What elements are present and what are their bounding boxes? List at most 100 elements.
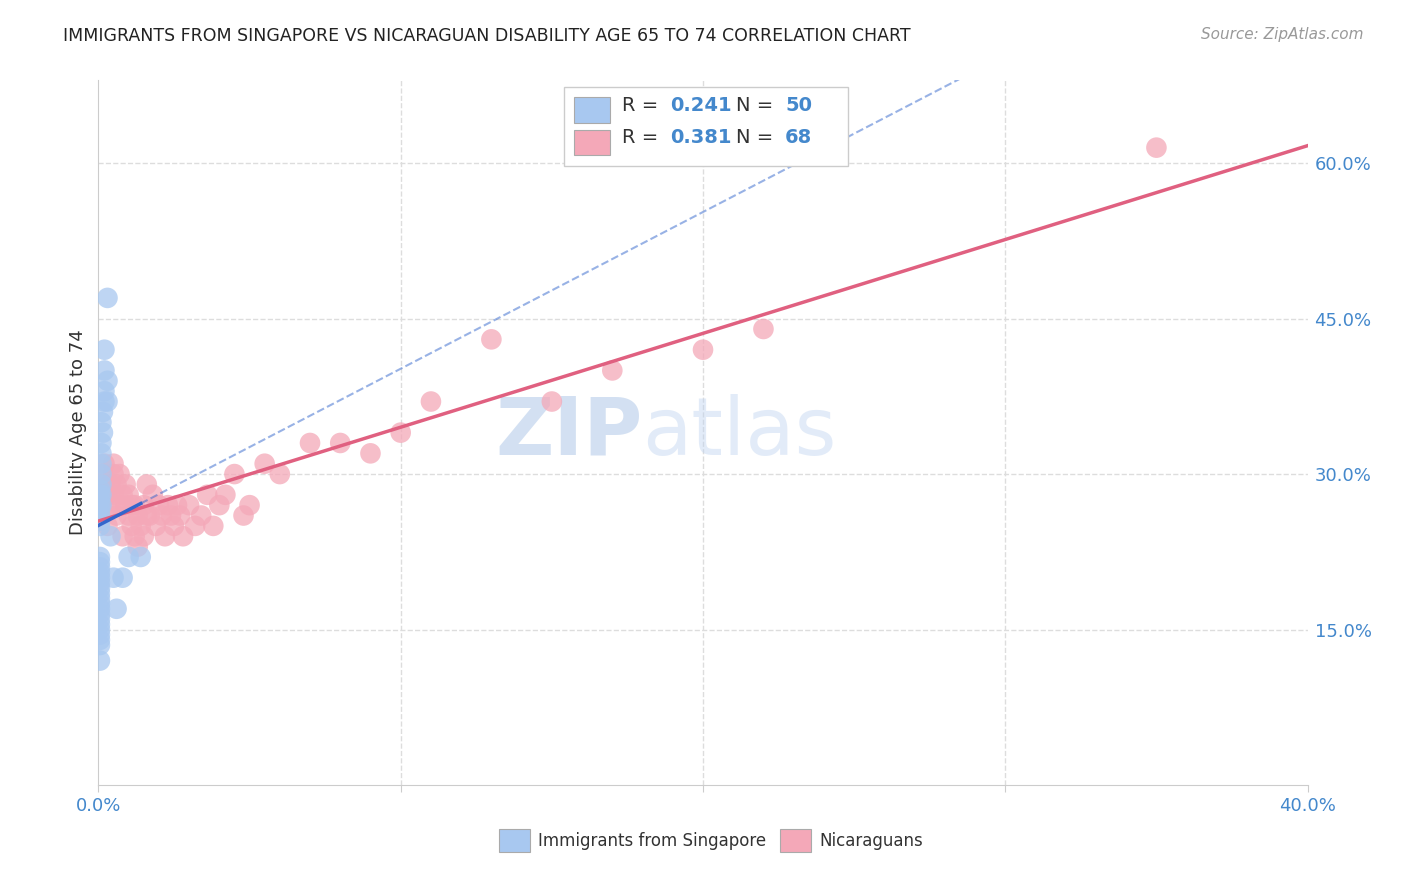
Text: atlas: atlas <box>643 393 837 472</box>
Point <box>90 488 112 502</box>
Point <box>89 508 111 523</box>
Text: ZIP: ZIP <box>495 393 643 472</box>
Point <box>127 540 149 554</box>
Point <box>269 467 291 481</box>
Point <box>179 498 201 512</box>
Point <box>232 508 254 523</box>
Text: 0.241: 0.241 <box>671 95 733 115</box>
Bar <box>574 97 610 122</box>
Point <box>93 343 115 357</box>
Point <box>195 488 218 502</box>
Point <box>190 508 212 523</box>
Point <box>96 519 118 533</box>
Point <box>89 566 111 580</box>
Bar <box>574 129 610 155</box>
Text: Nicaraguans: Nicaraguans <box>820 832 924 850</box>
Point <box>129 549 152 564</box>
Point <box>224 467 246 481</box>
Point <box>111 488 134 502</box>
Point <box>103 571 125 585</box>
Point <box>111 529 134 543</box>
Point <box>139 508 162 523</box>
Text: R =: R = <box>621 95 665 115</box>
Point <box>160 508 183 523</box>
Point <box>89 628 111 642</box>
Point <box>100 477 122 491</box>
Point <box>150 508 173 523</box>
Point <box>89 597 111 611</box>
Point <box>108 467 131 481</box>
Point <box>89 549 111 564</box>
Point <box>93 457 115 471</box>
Point <box>135 477 157 491</box>
Point <box>132 529 155 543</box>
Point <box>89 586 111 600</box>
Point <box>103 488 125 502</box>
Point <box>540 394 562 409</box>
Point <box>420 394 443 409</box>
Point <box>184 519 207 533</box>
Point <box>90 415 112 429</box>
Point <box>752 322 775 336</box>
Text: N =: N = <box>735 128 779 147</box>
Point <box>89 571 111 585</box>
Point <box>89 617 111 632</box>
Point <box>89 612 111 626</box>
Point <box>114 498 136 512</box>
Point <box>89 514 111 528</box>
Point <box>89 560 111 574</box>
Point <box>132 498 155 512</box>
Point <box>89 575 111 590</box>
Point <box>93 363 115 377</box>
Point <box>105 601 128 615</box>
Point <box>163 519 186 533</box>
Point <box>142 488 165 502</box>
Point <box>89 483 111 497</box>
Point <box>91 467 114 481</box>
Point <box>91 405 114 419</box>
Point <box>121 519 143 533</box>
Point <box>481 332 503 346</box>
Point <box>89 503 111 517</box>
Text: R =: R = <box>621 128 665 147</box>
Point <box>135 508 157 523</box>
Point <box>89 555 111 569</box>
Point <box>153 529 176 543</box>
Point <box>145 519 167 533</box>
Point <box>89 498 111 512</box>
Text: 50: 50 <box>785 95 813 115</box>
Point <box>692 343 714 357</box>
Point <box>202 519 225 533</box>
Text: N =: N = <box>735 95 779 115</box>
Point <box>89 654 111 668</box>
Point <box>118 508 141 523</box>
Point <box>96 488 118 502</box>
Text: 68: 68 <box>785 128 813 147</box>
Point <box>166 498 188 512</box>
Point <box>208 498 231 512</box>
Text: Source: ZipAtlas.com: Source: ZipAtlas.com <box>1201 27 1364 42</box>
Point <box>89 581 111 595</box>
Point <box>90 457 112 471</box>
Point <box>1144 141 1167 155</box>
Point <box>127 508 149 523</box>
Point <box>89 493 111 508</box>
Point <box>148 498 170 512</box>
Point <box>172 529 194 543</box>
Point <box>96 374 118 388</box>
Point <box>214 488 236 502</box>
Point <box>91 425 114 440</box>
Point <box>118 549 141 564</box>
Point <box>90 477 112 491</box>
Point <box>389 425 412 440</box>
Point <box>105 477 128 491</box>
Point <box>89 623 111 637</box>
Point <box>169 508 191 523</box>
Point <box>299 436 322 450</box>
Point <box>89 488 111 502</box>
Point <box>103 457 125 471</box>
Point <box>329 436 352 450</box>
Point <box>89 607 111 621</box>
Point <box>111 571 134 585</box>
Point <box>602 363 624 377</box>
